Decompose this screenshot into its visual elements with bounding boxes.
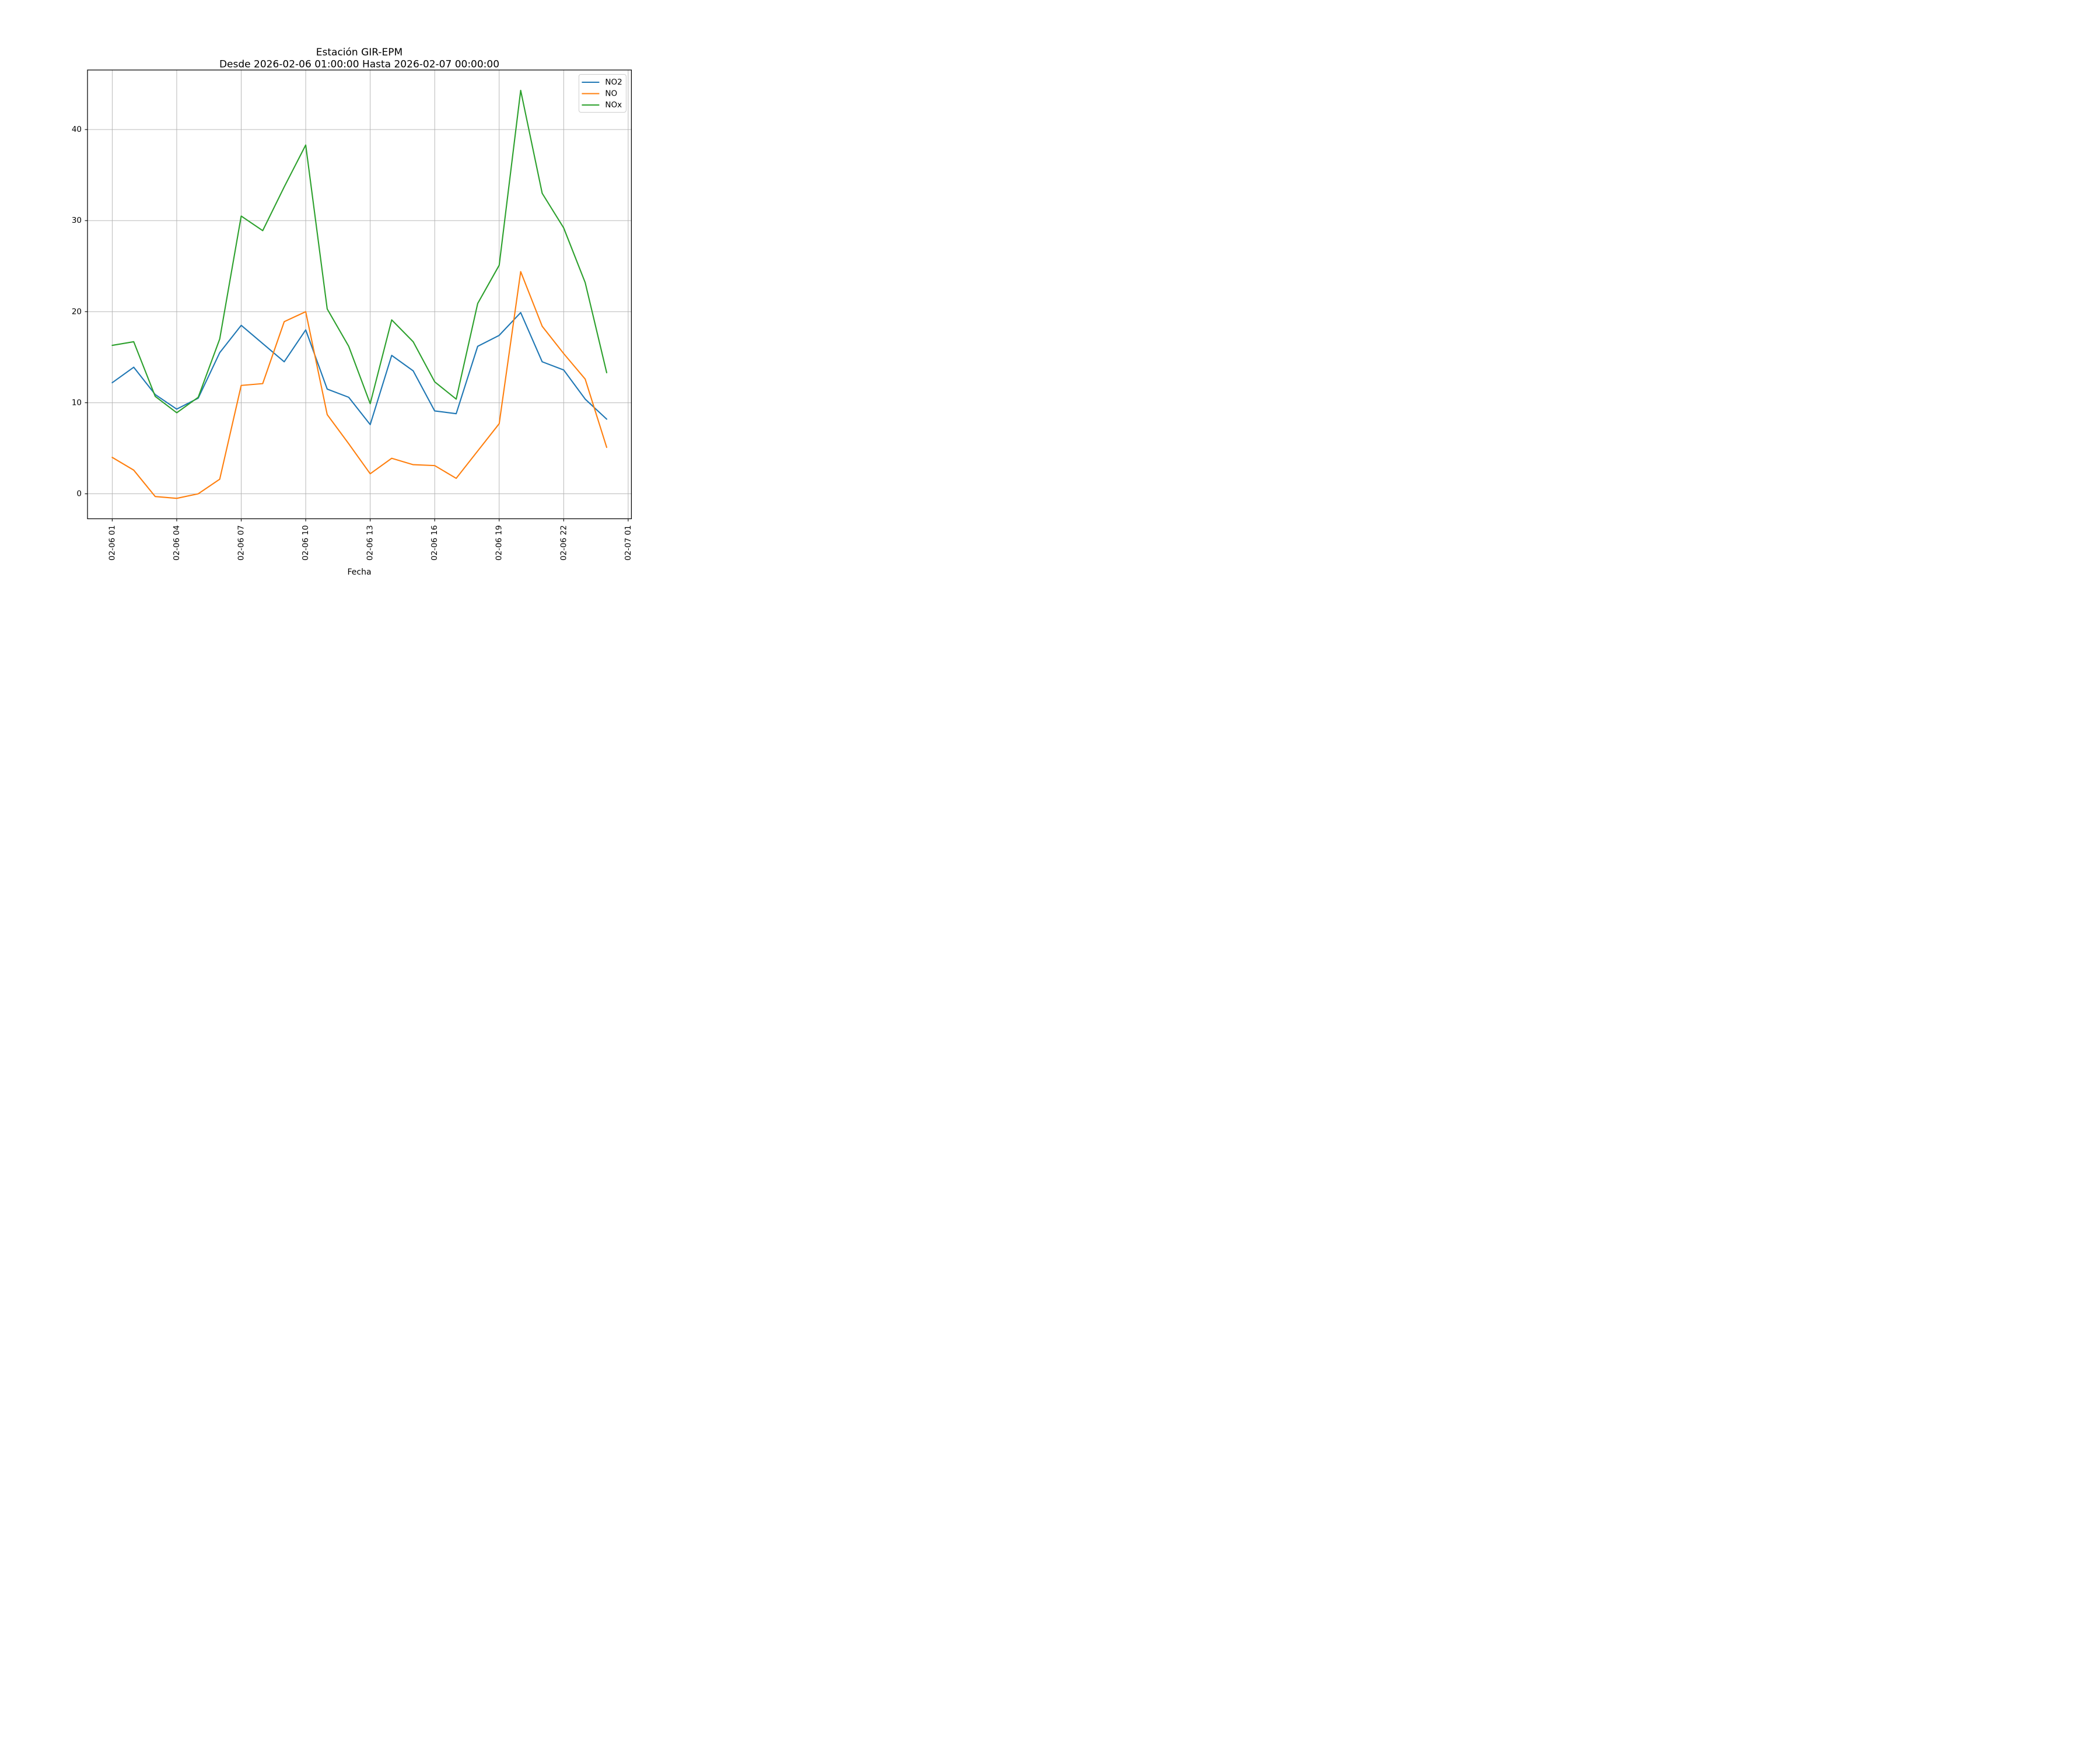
axes [87, 69, 632, 519]
line-nox [111, 89, 608, 414]
legend-label-no2: NO2 [605, 78, 622, 87]
y-tick-label: 10 [72, 398, 82, 407]
chart-subtitle: Desde 2026-02-06 01:00:00 Hasta 2026-02-… [219, 59, 499, 71]
grid [88, 70, 632, 519]
line-chart: 02-06 01 02-06 04 02-06 07 02-06 10 02-06 13… [72, 47, 633, 577]
x-tick-label: 02-06 07 [237, 525, 246, 561]
x-axis-label: Fecha [347, 568, 371, 577]
y-tick-label: 40 [72, 125, 82, 134]
figure: 02-06 01 02-06 04 02-06 07 02-06 10 02-06 13… [0, 0, 700, 583]
line-no2 [111, 312, 608, 425]
y-tick-label: 20 [72, 307, 82, 316]
x-tick-label: 02-06 22 [559, 525, 568, 561]
plot-border [87, 69, 632, 519]
x-tick-label: 02-07 01 [624, 525, 633, 561]
series-lines [111, 89, 608, 499]
legend-label-no: NO [605, 89, 617, 99]
x-tick-label: 02-06 16 [430, 525, 439, 561]
y-axis: 0 10 20 30 40 [72, 125, 88, 499]
legend-label-nox: NOx [605, 100, 622, 110]
chart-title: Estación GIR-EPM [316, 47, 402, 58]
x-tick-label: 02-06 04 [172, 525, 181, 561]
legend-box [578, 74, 626, 113]
x-tick-label: 02-06 19 [495, 525, 504, 561]
y-tick-label: 30 [72, 216, 82, 225]
line-no [111, 271, 608, 499]
x-tick-label: 02-06 13 [366, 525, 375, 561]
x-axis: 02-06 01 02-06 04 02-06 07 02-06 10 02-06 13… [107, 519, 633, 561]
y-tick-label: 0 [76, 489, 82, 499]
x-tick-label: 02-06 10 [301, 525, 310, 561]
x-tick-label: 02-06 01 [107, 525, 117, 561]
